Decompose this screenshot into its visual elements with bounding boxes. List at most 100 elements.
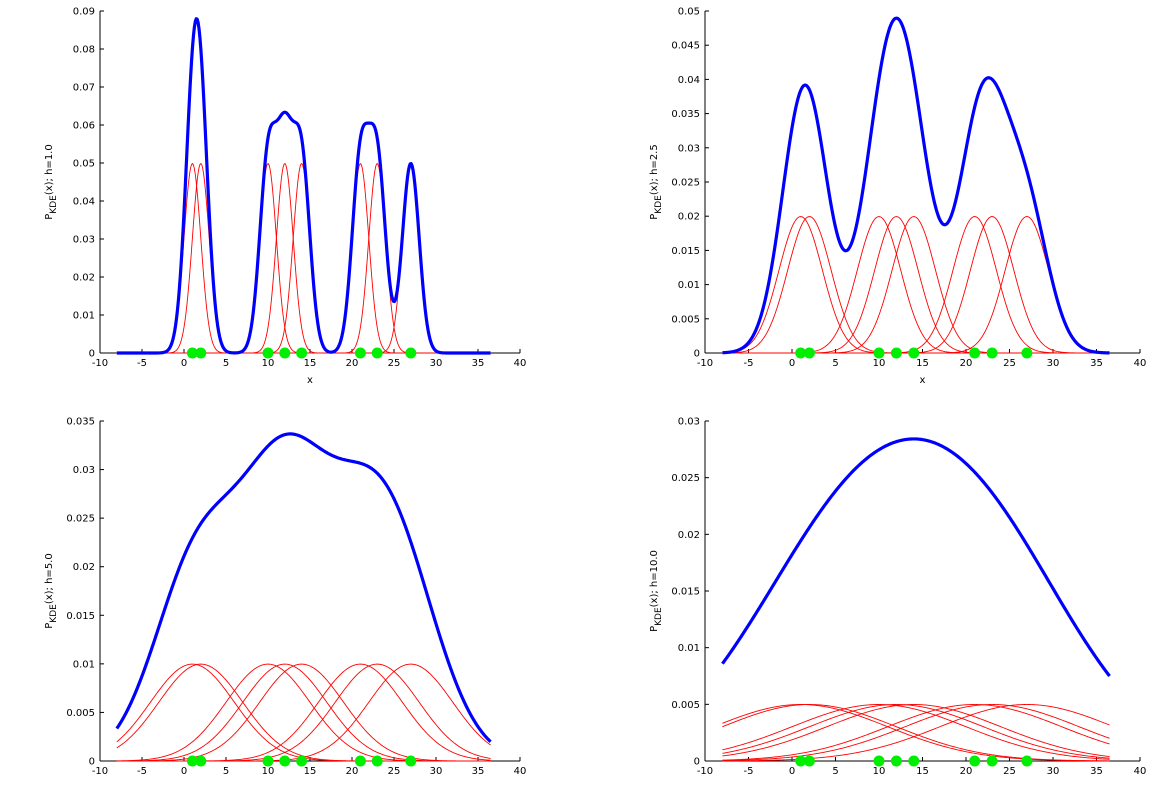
y-tick-label: 0.05 <box>73 159 95 170</box>
x-tick-label: -5 <box>137 766 147 777</box>
y-tick-label: 0.03 <box>678 417 700 428</box>
y-tick-label: 0.01 <box>678 643 700 654</box>
x-tick-label: 20 <box>346 358 359 369</box>
kernel-curve <box>722 704 1110 762</box>
y-tick-label: 0.015 <box>671 587 700 598</box>
sample-point <box>890 755 902 767</box>
sample-point <box>354 347 366 359</box>
y-tick-label: 0.08 <box>73 45 95 56</box>
x-tick-label: 35 <box>472 766 485 777</box>
y-tick-label: 0.03 <box>73 235 95 246</box>
kernel-curve <box>116 663 491 762</box>
x-tick-label: 10 <box>262 358 275 369</box>
x-tick-label: -5 <box>137 358 147 369</box>
x-tick-label: 5 <box>832 358 838 369</box>
y-tick-label: 0 <box>694 757 700 768</box>
y-axis-label: PKDE(x); h=5.0 <box>44 553 59 628</box>
sample-point <box>969 347 981 359</box>
kde-panel-h10: -10 -5 0 5 10 15 20 25 30 35 40 0 0.005 0.01 0.015 0.02… <box>649 417 1146 778</box>
x-tick-label: 15 <box>916 766 929 777</box>
x-tick-label: 10 <box>873 358 886 369</box>
kernel-curve <box>116 162 491 354</box>
sample-point <box>890 347 902 359</box>
sample-point <box>186 347 198 359</box>
kernel-curve <box>722 704 1110 762</box>
x-tick-label: 0 <box>181 766 187 777</box>
x-tick-label: 15 <box>304 358 317 369</box>
sample-point <box>803 347 815 359</box>
y-tick-label: 0.04 <box>73 197 95 208</box>
sample-point <box>186 755 198 767</box>
x-tick-label: 40 <box>1134 766 1147 777</box>
sample-point <box>296 347 308 359</box>
kernel-curve <box>722 704 1110 761</box>
y-tick-label: 0.005 <box>671 314 700 325</box>
x-axis-label: x <box>920 375 926 386</box>
y-tick-label: 0.01 <box>73 311 95 322</box>
kernel-curve <box>722 704 1110 761</box>
kernel-curve <box>722 704 1110 760</box>
sample-point <box>908 755 920 767</box>
y-tick-label: 0.09 <box>73 7 95 18</box>
sample-point <box>908 347 920 359</box>
x-tick-label: 40 <box>1134 358 1147 369</box>
y-axis-label: PKDE(x); h=10.0 <box>649 550 664 632</box>
kernel-curve <box>722 216 1110 354</box>
x-tick-label: -10 <box>92 766 108 777</box>
sample-point <box>371 755 383 767</box>
y-tick-label: 0.04 <box>678 75 700 86</box>
x-tick-label: 30 <box>1047 358 1060 369</box>
kde-sum-curve <box>721 437 1111 678</box>
kernel-curve <box>722 216 1110 354</box>
sample-point <box>986 755 998 767</box>
y-tick-label: 0.005 <box>671 700 700 711</box>
kde-sum-curve <box>721 16 1111 355</box>
kernel-curve <box>722 704 1110 757</box>
x-tick-label: 30 <box>1047 766 1060 777</box>
x-tick-label: 10 <box>262 766 275 777</box>
kernel-curve <box>116 162 491 354</box>
y-tick-label: 0.03 <box>678 143 700 154</box>
sample-point <box>262 347 274 359</box>
sample-point <box>405 755 417 767</box>
x-tick-label: 25 <box>388 358 401 369</box>
y-tick-label: 0.01 <box>73 659 95 670</box>
y-tick-label: 0.02 <box>73 273 95 284</box>
kernel-curve <box>116 163 491 354</box>
x-tick-label: 0 <box>181 358 187 369</box>
sample-point <box>262 755 274 767</box>
sample-point <box>354 755 366 767</box>
kde-panel-h2-5: -10 -5 0 5 10 15 20 25 30 35 40 0 0.005 0.01 0.015 0.02… <box>649 7 1146 387</box>
kernel-curve <box>722 216 1110 354</box>
x-tick-label: -10 <box>697 766 713 777</box>
y-axis-label: PKDE(x); h=1.0 <box>44 144 59 219</box>
sample-point <box>405 347 417 359</box>
x-tick-label: 0 <box>789 766 795 777</box>
y-tick-label: 0.05 <box>678 7 700 18</box>
y-tick-label: 0 <box>89 349 95 360</box>
x-tick-label: 25 <box>388 766 401 777</box>
x-tick-label: 20 <box>960 766 973 777</box>
sample-point <box>279 347 291 359</box>
kernel-curve <box>722 216 1110 354</box>
sample-point <box>1021 755 1033 767</box>
y-tick-label: 0 <box>694 349 700 360</box>
x-tick-label: -5 <box>744 766 754 777</box>
y-tick-label: 0.015 <box>671 246 700 257</box>
x-tick-label: 20 <box>346 766 359 777</box>
y-tick-label: 0.035 <box>671 109 700 120</box>
kernel-curve <box>722 216 1110 354</box>
sample-point <box>279 755 291 767</box>
kde-panel-h1: -10 -5 0 5 10 15 20 25 30 35 40 0 0.01 0.02 0.03 0.04 0.… <box>44 7 526 387</box>
x-tick-label: 5 <box>223 358 229 369</box>
y-tick-label: 0.06 <box>73 121 95 132</box>
sample-point <box>873 347 885 359</box>
x-tick-label: 25 <box>1003 358 1016 369</box>
y-tick-label: 0.035 <box>66 417 95 428</box>
kde-panel-h5: -10 -5 0 5 10 15 20 25 30 35 40 0 0.005 0.01 0.015 0.02… <box>44 417 526 778</box>
x-tick-label: 15 <box>916 358 929 369</box>
x-tick-label: 5 <box>223 766 229 777</box>
x-tick-label: 40 <box>514 766 527 777</box>
x-axis-label: x <box>307 375 313 386</box>
